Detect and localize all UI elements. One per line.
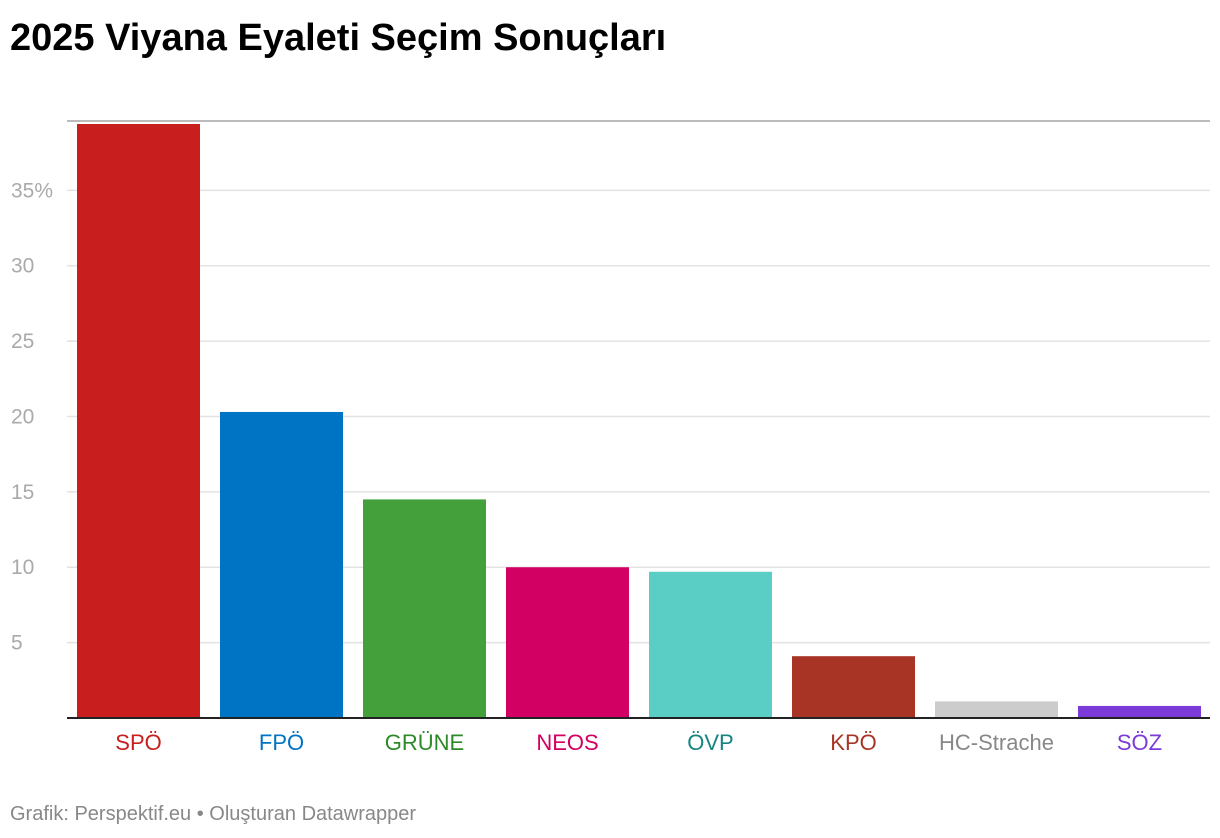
y-tick-label: 5: [11, 632, 23, 655]
x-category-label: GRÜNE: [385, 730, 464, 755]
bar-fp-: [220, 411, 343, 718]
x-category-label: KPÖ: [830, 730, 876, 755]
chart-title: 2025 Viyana Eyaleti Seçim Sonuçları: [10, 17, 667, 59]
x-category-label: SPÖ: [115, 730, 161, 755]
x-category-label: ÖVP: [687, 730, 733, 755]
y-tick-label: 35%: [11, 179, 53, 202]
y-tick-label: 25: [11, 330, 34, 353]
y-axis-ticks: 5 10 15 20 25 30 35%: [11, 179, 53, 654]
y-tick-label: 30: [11, 255, 34, 278]
x-category-label: NEOS: [536, 730, 598, 755]
source-credit: Grafik: Perspektif.eu • Oluşturan Datawr…: [10, 803, 417, 825]
bar-neos: [506, 567, 629, 718]
category-labels: SPÖ FPÖ GRÜNE NEOS ÖVP KPÖ HC-Strache SÖZ: [115, 730, 1162, 755]
bar-kp-: [792, 656, 915, 718]
x-category-label: SÖZ: [1117, 730, 1162, 755]
bar-s-z: [1078, 705, 1201, 718]
y-tick-label: 10: [11, 556, 34, 579]
bar-gr-ne: [363, 499, 486, 718]
y-tick-label: 15: [11, 481, 34, 504]
x-category-label: FPÖ: [259, 730, 304, 755]
bars: [77, 124, 1201, 719]
bar-sp-: [77, 124, 200, 719]
bar-hc-strache: [935, 701, 1058, 718]
y-tick-label: 20: [11, 405, 34, 428]
x-category-label: HC-Strache: [939, 730, 1054, 755]
bar--vp: [649, 571, 772, 718]
